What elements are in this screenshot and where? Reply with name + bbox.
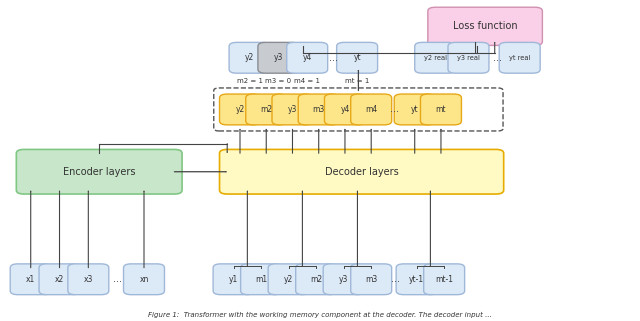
Text: Figure 1:  Transformer with the working memory component at the decoder. The dec: Figure 1: Transformer with the working m… bbox=[148, 312, 492, 318]
FancyBboxPatch shape bbox=[298, 94, 339, 125]
Text: m3: m3 bbox=[365, 275, 378, 284]
Text: m4 = 1: m4 = 1 bbox=[294, 78, 320, 84]
FancyBboxPatch shape bbox=[272, 94, 313, 125]
Text: y4: y4 bbox=[340, 105, 349, 114]
Text: ...: ... bbox=[329, 53, 338, 63]
Text: mt: mt bbox=[436, 105, 446, 114]
FancyBboxPatch shape bbox=[351, 94, 392, 125]
FancyBboxPatch shape bbox=[428, 7, 543, 45]
Text: y2: y2 bbox=[236, 105, 244, 114]
Text: ...: ... bbox=[493, 53, 502, 63]
FancyBboxPatch shape bbox=[10, 264, 51, 295]
Text: yt real: yt real bbox=[509, 55, 531, 61]
FancyBboxPatch shape bbox=[246, 94, 287, 125]
Text: y3: y3 bbox=[288, 105, 297, 114]
Text: y3 real: y3 real bbox=[457, 55, 480, 61]
FancyBboxPatch shape bbox=[394, 94, 435, 125]
Text: m2 = 1: m2 = 1 bbox=[237, 78, 262, 84]
FancyBboxPatch shape bbox=[415, 42, 456, 73]
FancyBboxPatch shape bbox=[268, 264, 309, 295]
Text: ...: ... bbox=[390, 104, 399, 115]
Text: mt-1: mt-1 bbox=[435, 275, 453, 284]
FancyBboxPatch shape bbox=[258, 42, 299, 73]
Text: Decoder layers: Decoder layers bbox=[324, 167, 399, 177]
FancyBboxPatch shape bbox=[499, 42, 540, 73]
FancyBboxPatch shape bbox=[324, 94, 365, 125]
FancyBboxPatch shape bbox=[17, 150, 182, 194]
Text: m4: m4 bbox=[365, 105, 378, 114]
FancyBboxPatch shape bbox=[420, 94, 461, 125]
FancyBboxPatch shape bbox=[287, 42, 328, 73]
Text: y3: y3 bbox=[274, 53, 283, 62]
Text: yt: yt bbox=[353, 53, 361, 62]
Text: y2: y2 bbox=[245, 53, 254, 62]
Text: x1: x1 bbox=[26, 275, 35, 284]
Text: Loss function: Loss function bbox=[453, 21, 517, 31]
FancyBboxPatch shape bbox=[220, 94, 260, 125]
Text: y3: y3 bbox=[339, 275, 348, 284]
FancyBboxPatch shape bbox=[351, 264, 392, 295]
Text: x2: x2 bbox=[55, 275, 64, 284]
Text: xn: xn bbox=[140, 275, 148, 284]
Text: ...: ... bbox=[113, 274, 122, 284]
Text: Encoder layers: Encoder layers bbox=[63, 167, 136, 177]
FancyBboxPatch shape bbox=[323, 264, 364, 295]
FancyBboxPatch shape bbox=[296, 264, 337, 295]
FancyBboxPatch shape bbox=[220, 150, 504, 194]
FancyBboxPatch shape bbox=[213, 264, 254, 295]
FancyBboxPatch shape bbox=[337, 42, 378, 73]
Text: y4: y4 bbox=[303, 53, 312, 62]
Text: x3: x3 bbox=[84, 275, 93, 284]
FancyBboxPatch shape bbox=[424, 264, 465, 295]
Text: yt-1: yt-1 bbox=[409, 275, 424, 284]
FancyBboxPatch shape bbox=[396, 264, 437, 295]
Text: y2 real: y2 real bbox=[424, 55, 447, 61]
Text: y2: y2 bbox=[284, 275, 293, 284]
Text: y1: y1 bbox=[229, 275, 238, 284]
Text: m3: m3 bbox=[312, 105, 325, 114]
FancyBboxPatch shape bbox=[229, 42, 270, 73]
Text: ...: ... bbox=[391, 274, 400, 284]
Text: m2: m2 bbox=[260, 105, 272, 114]
Text: m2: m2 bbox=[310, 275, 322, 284]
Text: m3 = 0: m3 = 0 bbox=[266, 78, 291, 84]
Text: yt: yt bbox=[411, 105, 419, 114]
FancyBboxPatch shape bbox=[124, 264, 164, 295]
Text: m1: m1 bbox=[255, 275, 267, 284]
FancyBboxPatch shape bbox=[68, 264, 109, 295]
FancyBboxPatch shape bbox=[241, 264, 282, 295]
FancyBboxPatch shape bbox=[448, 42, 489, 73]
FancyBboxPatch shape bbox=[39, 264, 80, 295]
Text: mt = 1: mt = 1 bbox=[345, 78, 369, 84]
